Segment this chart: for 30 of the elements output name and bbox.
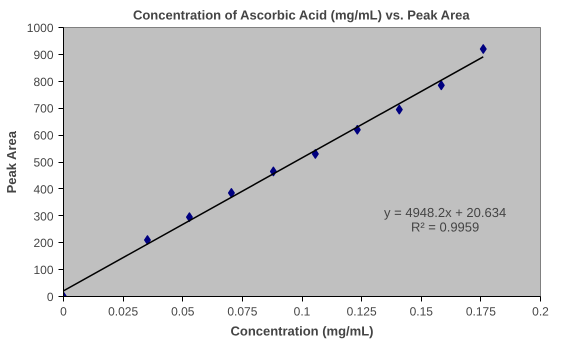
x-tick-label: 0 <box>60 304 68 318</box>
chart-title: Concentration of Ascorbic Acid (mg/mL) vs. Peak Area <box>132 8 470 22</box>
x-tick-label: 0.05 <box>171 304 195 318</box>
y-tick-label: 400 <box>33 182 54 196</box>
x-tick-label: 0.175 <box>466 304 496 318</box>
x-axis-title: Concentration (mg/mL) <box>230 324 374 338</box>
y-tick-label: 0 <box>46 290 54 304</box>
annotation: y = 4948.2x + 20.634 <box>384 204 506 220</box>
y-tick-label: 1000 <box>26 21 54 35</box>
x-tick-label: 0.2 <box>532 304 550 318</box>
point <box>144 235 151 246</box>
point <box>438 80 445 90</box>
annotation: R² = 0.9959 <box>410 220 480 235</box>
point <box>480 44 487 54</box>
x-tick-label: 0.125 <box>346 304 377 318</box>
x-tick-label: 0.075 <box>227 304 258 318</box>
y-axis-title: Peak Area <box>4 130 19 194</box>
y-tick-label: 500 <box>33 156 54 170</box>
y-tick-label: 300 <box>33 209 54 224</box>
x-tick-label: 0.15 <box>410 304 434 318</box>
y-tick-label: 700 <box>33 102 54 116</box>
y-tick-label: 900 <box>33 48 54 62</box>
point <box>396 104 403 115</box>
x-tick-label: 0.1 <box>294 304 311 318</box>
y-tick-label: 600 <box>33 128 54 143</box>
x-tick-label: 0.025 <box>108 304 138 318</box>
y-tick-label: 100 <box>33 263 54 278</box>
y-tick-label: 800 <box>33 74 54 89</box>
point <box>228 188 235 198</box>
y-tick-label: 200 <box>33 236 54 250</box>
